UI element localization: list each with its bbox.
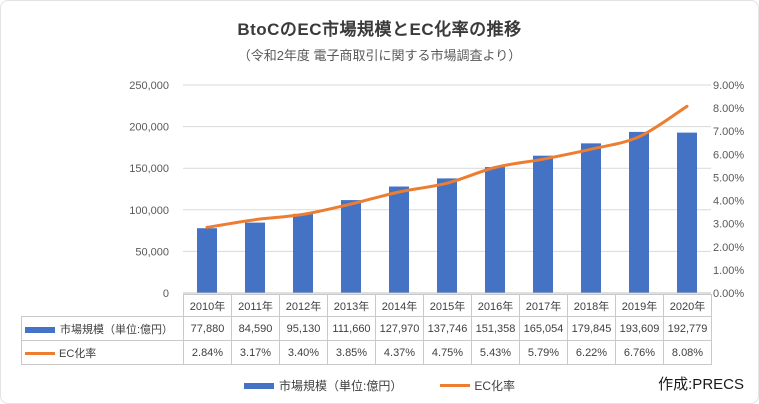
right-axis-tick-label: 9.00% xyxy=(713,80,744,92)
bar-series-swatch-icon xyxy=(25,326,55,333)
bar-2014年 xyxy=(389,186,409,293)
table-year-row: 2010年 2011年 2012年 2013年 2014年 2015年 2016年 2017年… xyxy=(22,294,712,317)
ec-rate-line xyxy=(205,104,689,229)
table-value-cell: 111,660 xyxy=(327,316,376,341)
legend-item-market-size: 市場規模（単位:億円） xyxy=(243,377,403,394)
bar-series-swatch-icon xyxy=(243,382,274,389)
table-value-cell: 95,130 xyxy=(279,316,328,341)
bar-2012年 xyxy=(293,213,313,293)
right-axis-tick-label: 8.00% xyxy=(713,103,744,115)
bar-2016年 xyxy=(485,167,505,293)
right-axis-tick-label: 6.00% xyxy=(713,149,744,161)
table-value-cell: 4.37% xyxy=(375,340,424,365)
table-value-cell: 5.79% xyxy=(519,340,568,365)
right-axis-tick-label: 4.00% xyxy=(713,196,744,208)
bar-2020年 xyxy=(677,132,697,293)
table-year-cell: 2019年 xyxy=(615,294,664,317)
credit-text: 作成:PRECS xyxy=(658,376,744,393)
right-axis-tick-label: 3.00% xyxy=(713,219,744,231)
line-series-swatch-icon xyxy=(25,352,55,356)
chart-title: BtoCのEC市場規模とEC化率の推移 xyxy=(237,20,522,39)
left-axis-tick-label: 200,000 xyxy=(129,122,169,134)
table-year-cell: 2010年 xyxy=(183,294,232,317)
left-axis-tick-label: 150,000 xyxy=(129,163,169,175)
table-value-cell: 8.08% xyxy=(663,340,712,365)
table-year-cell: 2013年 xyxy=(327,294,376,317)
left-axis-tick-label: 100,000 xyxy=(129,205,169,217)
table-value-cell: 3.17% xyxy=(231,340,280,365)
bar-2013年 xyxy=(341,200,361,293)
table-year-cell: 2016年 xyxy=(471,294,520,317)
table-year-cell: 2020年 xyxy=(663,294,712,317)
bar-2011年 xyxy=(245,222,265,293)
table-year-cell: 2017年 xyxy=(519,294,568,317)
line-series-swatch-icon xyxy=(440,384,471,387)
table-value-cell: 3.40% xyxy=(279,340,328,365)
legend-label-market-size: 市場規模（単位:億円） xyxy=(278,379,403,393)
table-year-cell: 2015年 xyxy=(423,294,472,317)
legend: 市場規模（単位:億円） EC化率 xyxy=(1,377,758,394)
table-value-cell: 151,358 xyxy=(471,316,520,341)
table-value-cell: 3.85% xyxy=(327,340,376,365)
table-row-header: 市場規模（単位:億円） xyxy=(21,316,184,341)
table-row: EC化率 2.84% 3.17% 3.40% 3.85% 4.37% 4.75% 5.43% 5… xyxy=(21,340,712,365)
bar-2010年 xyxy=(197,228,217,293)
table-row-header: EC化率 xyxy=(21,340,184,365)
table-year-cell: 2018年 xyxy=(567,294,616,317)
table-row: 市場規模（単位:億円） 77,880 84,590 95,130 111,660 127,… xyxy=(21,316,712,341)
table-value-cell: 137,746 xyxy=(423,316,472,341)
left-axis-tick-label: 0 xyxy=(163,288,169,300)
table-value-cell: 193,609 xyxy=(615,316,664,341)
table-value-cell: 2.84% xyxy=(183,340,232,365)
bar-2019年 xyxy=(629,131,649,293)
legend-item-ec-rate: EC化率 xyxy=(440,377,515,394)
right-axis-tick-label: 5.00% xyxy=(713,172,744,184)
table-corner-cell xyxy=(22,295,184,317)
right-axis-tick-label: 2.00% xyxy=(713,242,744,254)
bar-2018年 xyxy=(581,143,601,293)
table-value-cell: 127,970 xyxy=(375,316,424,341)
table-year-cell: 2014年 xyxy=(375,294,424,317)
table-value-cell: 192,779 xyxy=(663,316,712,341)
table-value-cell: 6.76% xyxy=(615,340,664,365)
table-value-cell: 179,845 xyxy=(567,316,616,341)
bar-2017年 xyxy=(533,155,553,293)
plot-area: 0 50,000 100,000 150,000 200,000 250,000 0.00%… xyxy=(129,80,744,300)
left-axis-tick-label: 250,000 xyxy=(129,80,169,92)
table-value-cell: 84,590 xyxy=(231,316,280,341)
right-axis-tick-label: 7.00% xyxy=(713,126,744,138)
table-value-cell: 6.22% xyxy=(567,340,616,365)
bar-2015年 xyxy=(437,178,457,293)
table-value-cell: 77,880 xyxy=(183,316,232,341)
table-value-cell: 4.75% xyxy=(423,340,472,365)
legend-label-ec-rate: EC化率 xyxy=(474,379,515,393)
table-year-cell: 2012年 xyxy=(279,294,328,317)
chart-subtitle: （令和2年度 電子商取引に関する市場調査より） xyxy=(237,48,522,63)
table-value-cell: 165,054 xyxy=(519,316,568,341)
data-table: 2010年 2011年 2012年 2013年 2014年 2015年 2016年 2017年… xyxy=(21,294,712,365)
left-axis-tick-label: 50,000 xyxy=(135,246,169,258)
table-value-cell: 5.43% xyxy=(471,340,520,365)
right-axis-tick-label: 0.00% xyxy=(713,288,744,300)
right-axis-tick-label: 1.00% xyxy=(713,265,744,277)
table-year-cell: 2011年 xyxy=(231,294,280,317)
